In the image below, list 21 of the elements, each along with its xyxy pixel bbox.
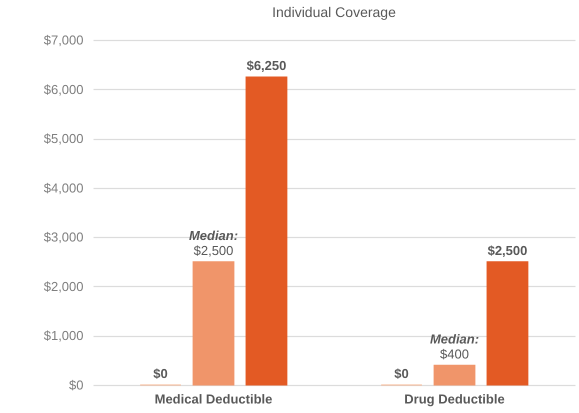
- text: Median: $400: [430, 331, 480, 362]
- x-tick-label: Medical Deductible: [154, 392, 272, 406]
- data-label: $0: [153, 366, 168, 381]
- data-label: $6,250: [246, 58, 286, 73]
- y-tick-label: $6,000: [44, 82, 84, 97]
- y-tick-label: $2,000: [44, 278, 84, 294]
- data-label: $0: [394, 366, 409, 381]
- y-tick-label: $5,000: [44, 131, 84, 146]
- bar: [434, 364, 476, 386]
- y-tick-label: $4,000: [44, 180, 84, 196]
- chart-title: Individual Coverage: [272, 4, 396, 20]
- y-tick-label: $1,000: [44, 328, 84, 344]
- text: Median: $2,500: [188, 228, 238, 258]
- y-tick-label: $0: [69, 378, 84, 392]
- y-tick-label: $7,000: [44, 32, 84, 48]
- bar: [192, 261, 234, 386]
- y-tick-label: $3,000: [44, 230, 84, 245]
- bar: [246, 76, 288, 386]
- bar: [486, 261, 528, 386]
- data-label: $2,500: [488, 242, 528, 258]
- x-tick-label: Drug Deductible: [404, 392, 505, 406]
